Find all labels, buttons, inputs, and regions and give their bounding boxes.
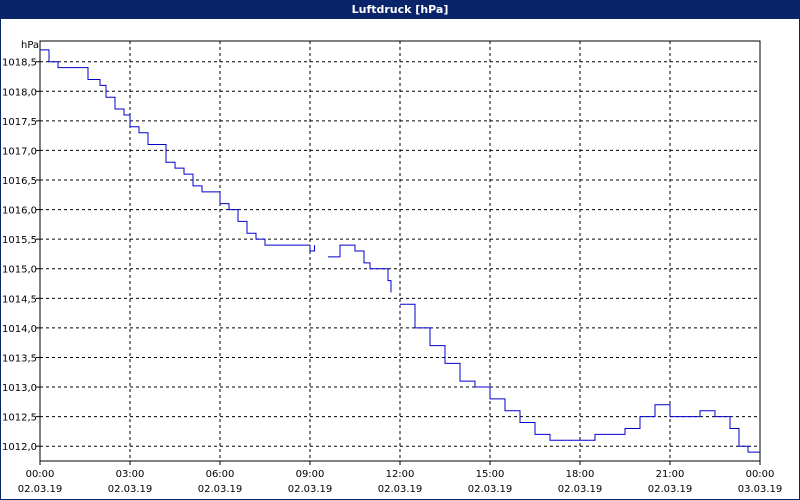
y-tick-label: 1012,5 bbox=[2, 413, 37, 424]
y-tick-label: 1016,5 bbox=[2, 176, 37, 187]
y-tick-label: 1018,0 bbox=[2, 87, 37, 98]
y-tick-label: 1015,5 bbox=[2, 235, 37, 246]
y-tick-label: 1012,0 bbox=[2, 442, 37, 453]
x-tick-date-label: 02.03.19 bbox=[468, 484, 513, 495]
x-tick-time-label: 00:00 bbox=[26, 469, 55, 480]
x-tick-time-label: 15:00 bbox=[476, 469, 505, 480]
y-tick-label: 1013,0 bbox=[2, 383, 37, 394]
x-tick-date-label: 02.03.19 bbox=[288, 484, 333, 495]
y-tick-label: 1016,0 bbox=[2, 206, 37, 217]
pressure-series-line-segment-2 bbox=[328, 244, 392, 293]
y-tick-label: 1015,0 bbox=[2, 265, 37, 276]
y-axis-unit-label: hPa bbox=[21, 40, 39, 51]
x-tick-date-label: 02.03.19 bbox=[198, 484, 243, 495]
y-tick-label: 1014,0 bbox=[2, 324, 37, 335]
x-tick-time-label: 12:00 bbox=[386, 469, 415, 480]
x-tick-time-label: 03:00 bbox=[116, 469, 145, 480]
y-tick-label: 1014,5 bbox=[2, 294, 37, 305]
y-tick-label: 1017,5 bbox=[2, 117, 37, 128]
x-tick-time-label: 00:00 bbox=[746, 469, 775, 480]
pressure-series-line-segment-1 bbox=[40, 49, 315, 252]
x-tick-date-label: 02.03.19 bbox=[18, 484, 63, 495]
x-tick-date-label: 02.03.19 bbox=[648, 484, 693, 495]
x-tick-time-label: 21:00 bbox=[656, 469, 685, 480]
x-tick-time-label: 06:00 bbox=[206, 469, 235, 480]
y-tick-label: 1013,5 bbox=[2, 353, 37, 364]
x-tick-date-label: 02.03.19 bbox=[108, 484, 153, 495]
x-tick-date-label: 03.03.19 bbox=[738, 484, 783, 495]
x-tick-time-label: 18:00 bbox=[566, 469, 595, 480]
x-tick-date-label: 02.03.19 bbox=[378, 484, 423, 495]
y-tick-label: 1017,0 bbox=[2, 146, 37, 157]
y-tick-label: 1018,5 bbox=[2, 58, 37, 69]
x-tick-time-label: 09:00 bbox=[296, 469, 325, 480]
window-title: Luftdruck [hPa] bbox=[1, 1, 799, 19]
x-tick-date-label: 02.03.19 bbox=[558, 484, 603, 495]
pressure-series-line-segment-3 bbox=[400, 303, 760, 453]
